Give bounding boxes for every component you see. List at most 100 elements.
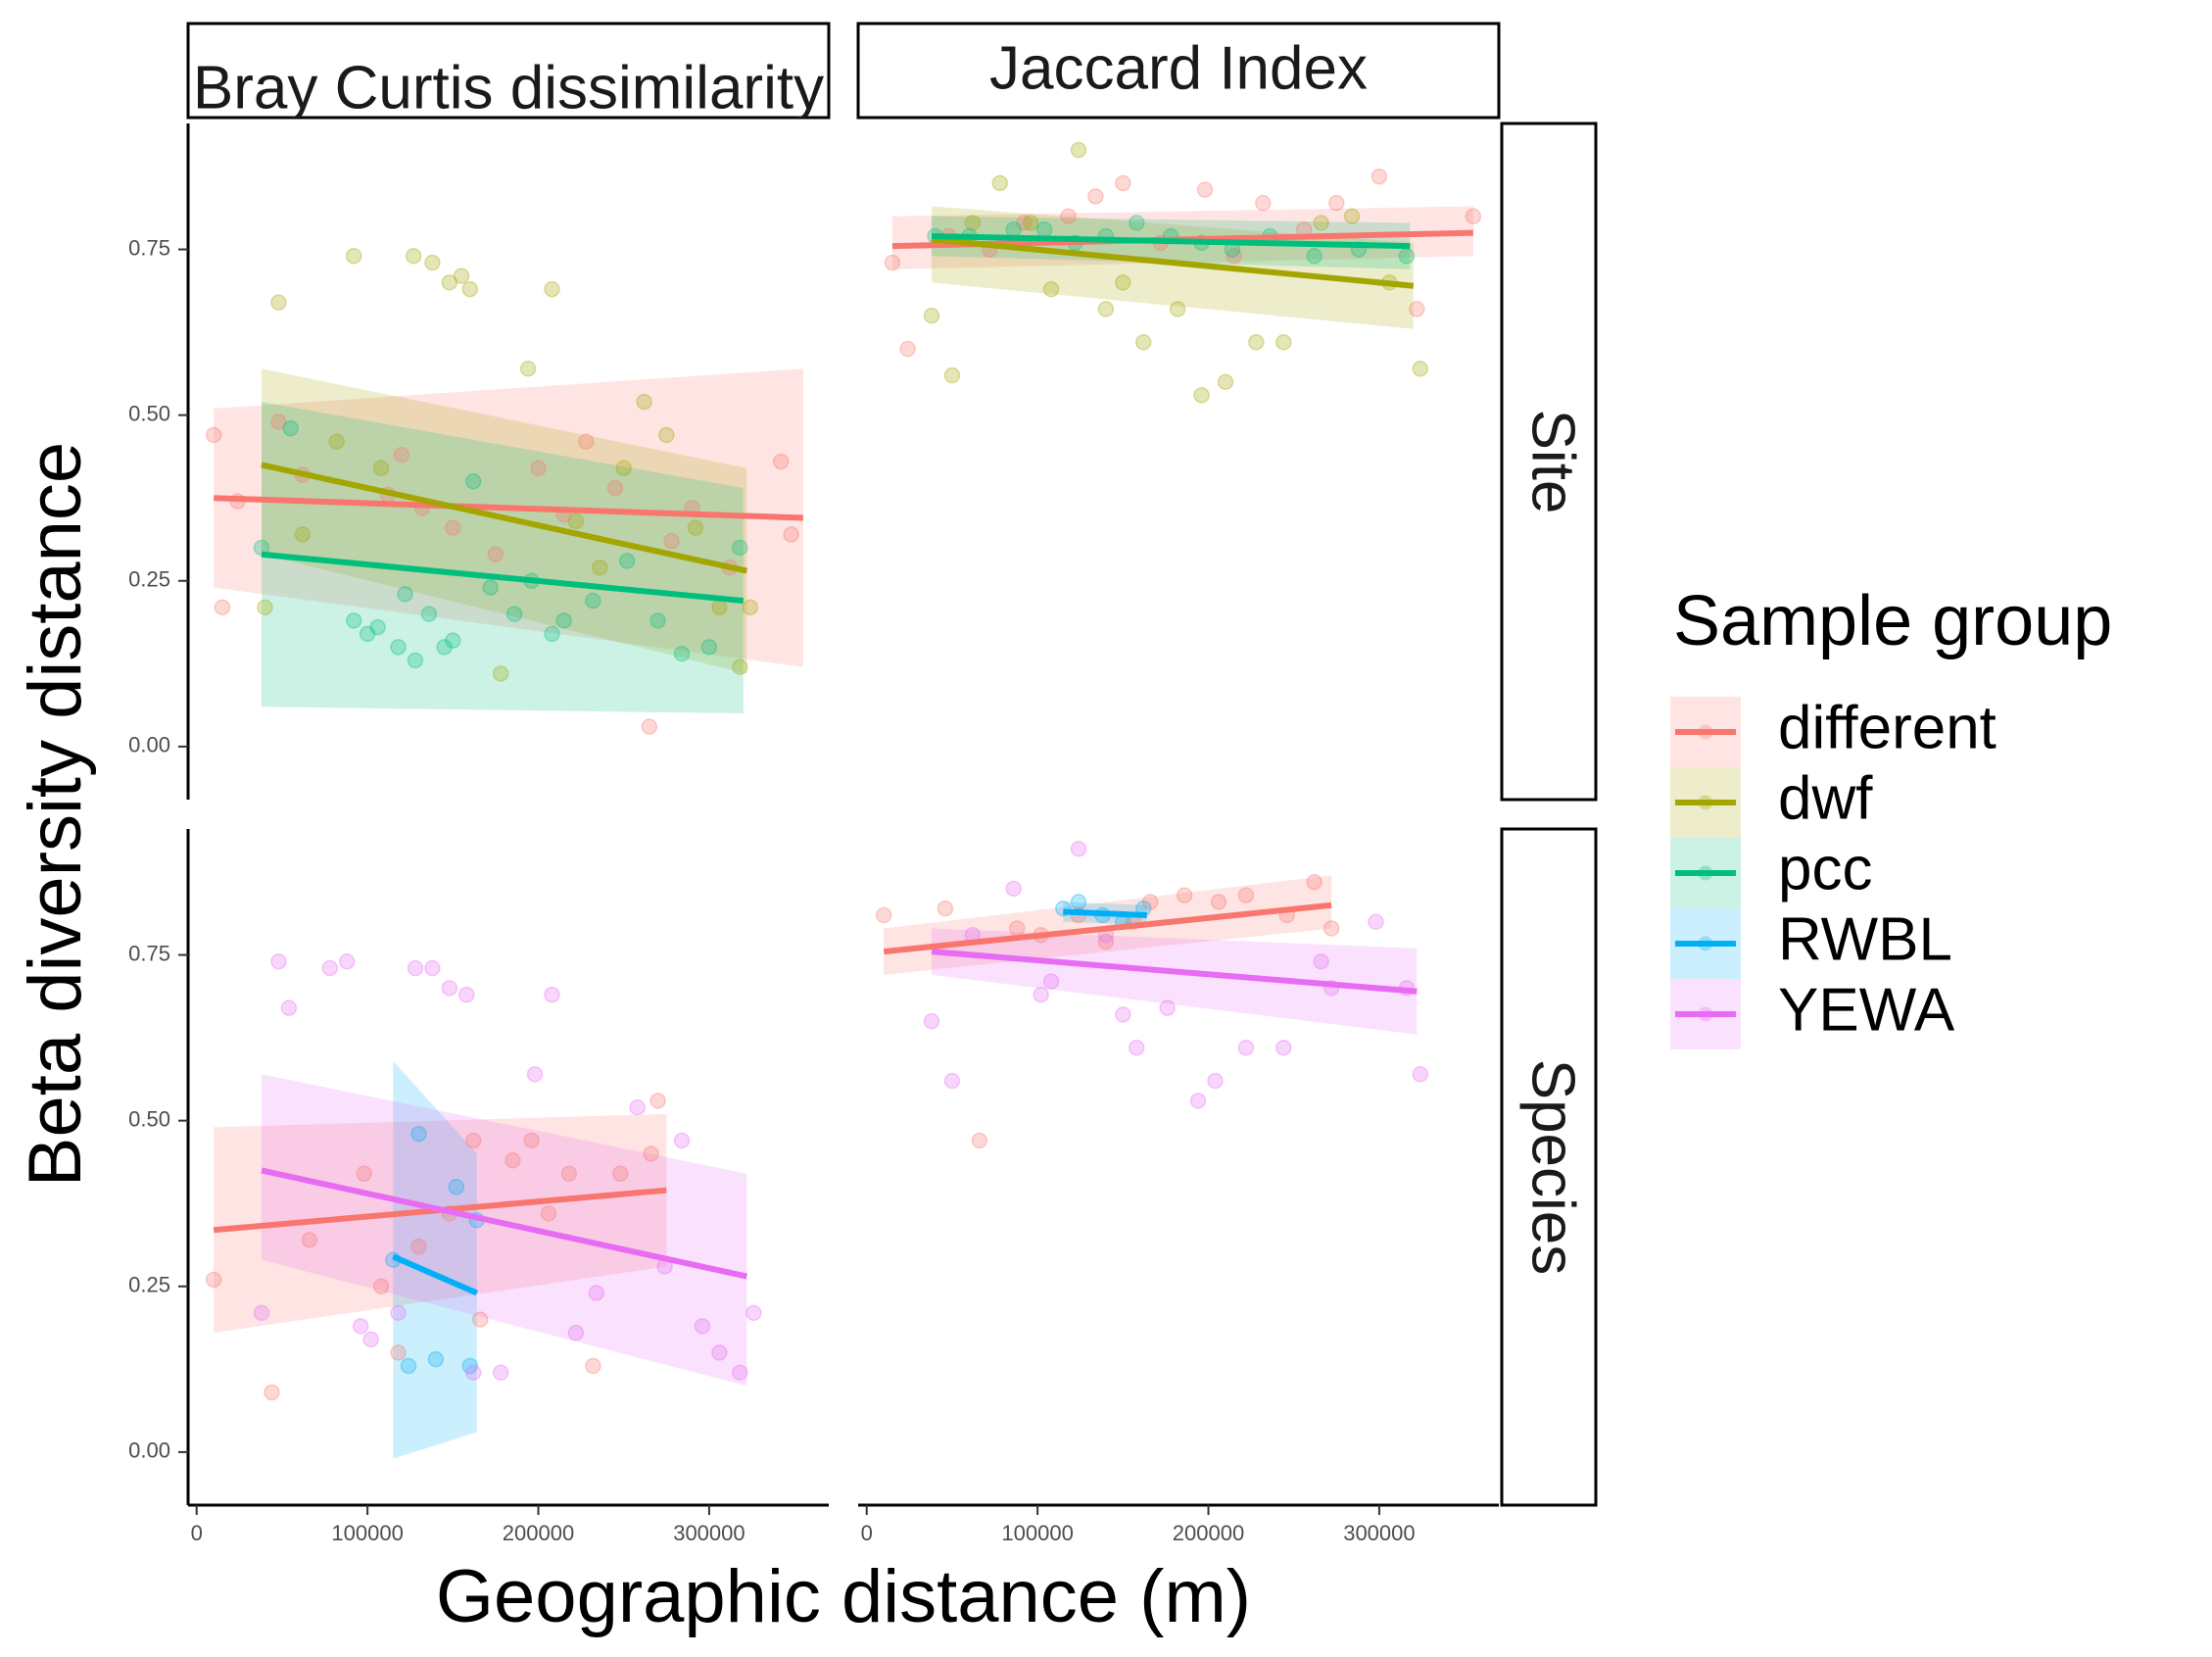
data-point-dwf <box>732 658 748 675</box>
data-point-dwf <box>257 599 273 616</box>
data-point-different <box>1176 887 1193 903</box>
legend-key-dwf <box>1670 767 1741 838</box>
data-point-dwf <box>742 599 759 616</box>
data-point-YEWA <box>588 1285 605 1301</box>
data-point-different <box>270 414 287 430</box>
data-point-pcc <box>369 618 386 636</box>
legend-label-dwf: dwf <box>1778 764 1873 832</box>
data-point-dwf <box>943 366 961 384</box>
data-point-RWBL <box>1070 894 1087 910</box>
ci-band-pcc <box>261 402 744 714</box>
data-point-pcc <box>505 606 523 622</box>
data-point-different <box>205 426 222 444</box>
data-point-different <box>464 1132 482 1149</box>
data-point-pcc <box>585 592 601 609</box>
data-point-YEWA <box>321 959 339 977</box>
data-point-dwf <box>1313 215 1329 231</box>
data-point-YEWA <box>1412 1066 1429 1083</box>
data-point-YEWA <box>1275 1039 1292 1056</box>
data-point-different <box>1008 920 1026 937</box>
x-tick-label: 0 <box>191 1521 203 1545</box>
data-point-RWBL <box>448 1179 465 1195</box>
data-point-pcc <box>420 606 438 622</box>
data-point-different <box>1115 174 1131 192</box>
data-point-dwf <box>1217 373 1234 391</box>
data-point-different <box>264 1384 280 1401</box>
data-point-YEWA <box>732 1364 748 1381</box>
data-point-dwf <box>923 307 940 324</box>
data-point-dwf <box>615 460 632 477</box>
data-point-different <box>523 1132 540 1149</box>
data-point-pcc <box>673 645 691 662</box>
data-point-YEWA <box>544 986 560 1003</box>
data-point-dwf <box>1115 274 1131 291</box>
data-point-YEWA <box>1033 986 1049 1003</box>
data-point-different <box>445 519 461 536</box>
data-point-YEWA <box>1207 1072 1224 1090</box>
legend-key-pcc <box>1670 838 1741 908</box>
facet-strip-row-1: Species <box>1500 827 1598 1507</box>
data-point-YEWA <box>352 1318 369 1335</box>
data-point-dwf <box>1134 333 1152 351</box>
data-point-dwf <box>328 433 345 450</box>
data-point-different <box>372 1278 390 1295</box>
data-point-different <box>1087 188 1104 205</box>
data-point-pcc <box>359 625 376 643</box>
fit-line-RWBL <box>392 1253 478 1296</box>
data-point-different <box>205 1271 222 1289</box>
data-point-different <box>971 1132 988 1149</box>
data-point-pcc <box>649 612 666 629</box>
data-point-different <box>530 460 547 477</box>
data-point-pcc <box>390 639 407 656</box>
data-point-different <box>606 479 624 497</box>
fit-line-RWBL <box>1063 908 1147 918</box>
x-tick-label: 300000 <box>673 1521 745 1545</box>
data-point-YEWA <box>1070 841 1087 857</box>
data-point-YEWA <box>458 986 475 1003</box>
y-tick-label: 0.50 <box>128 1106 170 1131</box>
x-tick-label: 200000 <box>503 1521 574 1545</box>
data-point-YEWA <box>1129 1039 1145 1056</box>
data-point-different <box>1409 301 1425 317</box>
data-point-different <box>1196 181 1214 198</box>
data-point-dwf <box>636 393 652 411</box>
data-point-YEWA <box>1368 913 1384 930</box>
data-point-different <box>783 526 799 543</box>
panel-jaccard-species <box>875 841 1429 1149</box>
x-tick-label: 0 <box>861 1521 873 1545</box>
fit-line-pcc <box>261 551 745 605</box>
data-point-dwf <box>1070 141 1087 159</box>
data-point-YEWA <box>1313 953 1329 970</box>
fit-line-different <box>883 902 1332 955</box>
data-point-YEWA <box>424 959 441 977</box>
data-point-different <box>540 1205 557 1222</box>
data-point-different <box>1322 920 1340 937</box>
y-tick-label: 0.25 <box>128 1273 170 1297</box>
data-point-RWBL <box>410 1125 427 1143</box>
data-point-different <box>390 1344 407 1361</box>
legend-key-YEWA <box>1670 979 1741 1049</box>
data-point-different <box>641 718 658 735</box>
data-point-dwf <box>405 248 422 265</box>
data-point-different <box>899 340 916 358</box>
legend-label-different: different <box>1778 694 1996 761</box>
data-point-pcc <box>618 553 636 569</box>
data-point-different <box>772 453 790 470</box>
data-point-different <box>356 1165 372 1183</box>
data-point-YEWA <box>923 1012 940 1030</box>
fit-line-dwf <box>931 236 1415 289</box>
data-point-YEWA <box>526 1066 544 1083</box>
data-point-YEWA <box>694 1318 711 1335</box>
data-point-different <box>214 599 231 616</box>
axes: 0.00 0.25 0.50 0.75 0.00 0.25 0.50 0.75 0 100000 2… <box>128 123 1499 1545</box>
data-point-YEWA <box>362 1331 379 1348</box>
data-point-different <box>301 1232 318 1248</box>
data-point-dwf <box>964 215 982 231</box>
legend-title: Sample group <box>1673 582 2112 660</box>
data-point-different <box>1370 168 1388 185</box>
data-point-pcc <box>436 639 453 656</box>
x-tick-label: 300000 <box>1343 1521 1415 1545</box>
data-point-pcc <box>407 652 424 669</box>
